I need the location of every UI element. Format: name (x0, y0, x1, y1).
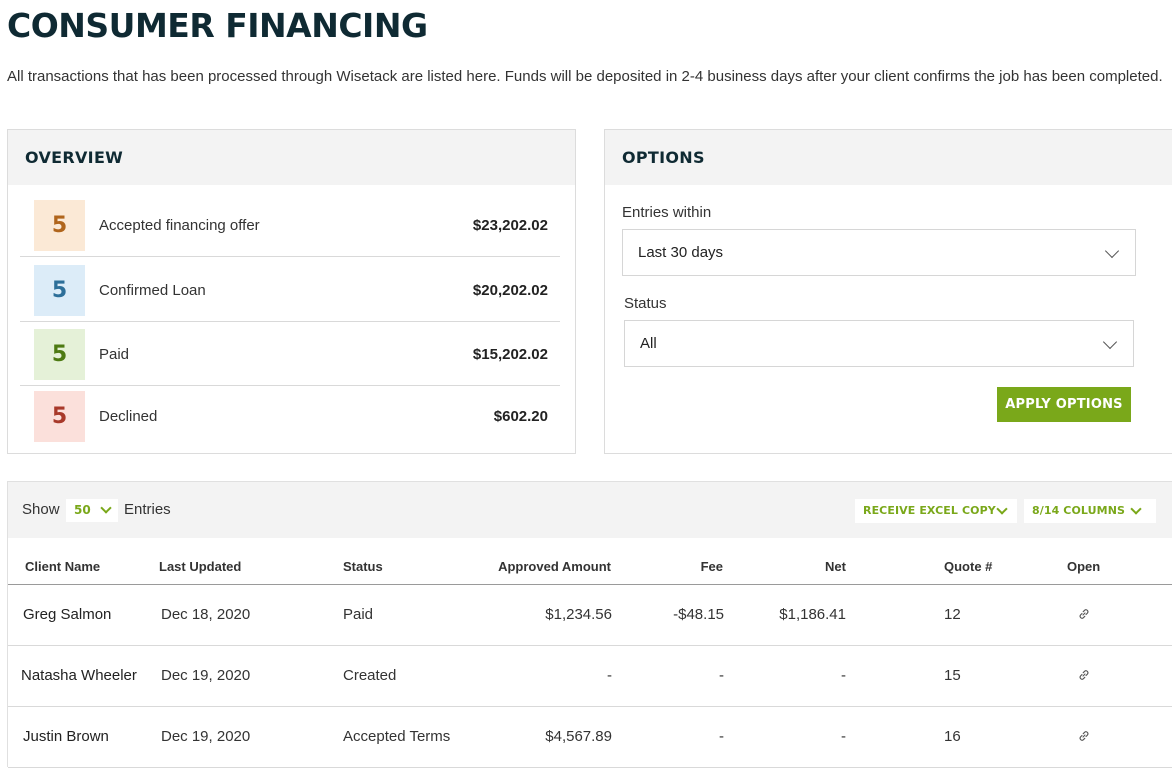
header-client-name[interactable]: Client Name (25, 559, 101, 574)
cell-last-updated: Dec 19, 2020 (161, 728, 251, 745)
overview-row-declined: 5 Declined $602.20 (20, 386, 560, 448)
chevron-down-icon (1102, 334, 1118, 350)
options-title: OPTIONS (605, 130, 1172, 185)
entries-within-label: Entries within (622, 204, 712, 221)
cell-client-name: Greg Salmon (23, 606, 112, 623)
cell-net: $1,186.41 (779, 606, 846, 623)
count-badge: 5 (34, 265, 85, 316)
overview-label: Paid (99, 346, 130, 363)
cell-net: - (841, 728, 846, 745)
cell-quote-number: 12 (944, 606, 961, 623)
link-icon[interactable] (1077, 668, 1091, 682)
apply-options-button[interactable]: APPLY OPTIONS (997, 387, 1131, 422)
cell-approved-amount: $1,234.56 (545, 606, 612, 623)
cell-approved-amount: $4,567.89 (545, 728, 612, 745)
table-row[interactable]: Natasha Wheeler Dec 19, 2020 Created - -… (8, 646, 1172, 707)
overview-amount: $23,202.02 (472, 217, 548, 234)
entries-within-select[interactable]: Last 30 days (622, 229, 1136, 276)
cell-fee: - (719, 728, 724, 745)
cell-approved-amount: - (607, 667, 612, 684)
cell-client-name: Justin Brown (23, 728, 109, 745)
entries-count-value: 50 (74, 503, 91, 517)
overview-label: Confirmed Loan (99, 282, 206, 299)
overview-row-confirmed: 5 Confirmed Loan $20,202.02 (20, 260, 560, 322)
cell-net: - (841, 667, 846, 684)
cell-last-updated: Dec 19, 2020 (161, 667, 251, 684)
excel-copy-label: RECEIVE EXCEL COPY (863, 504, 996, 517)
cell-status: Paid (343, 606, 374, 623)
overview-label: Declined (99, 408, 158, 425)
chevron-down-icon (996, 503, 1008, 515)
status-select[interactable]: All (624, 320, 1134, 367)
show-label: Show (22, 501, 60, 518)
transactions-table-panel: Show 50 Entries RECEIVE EXCEL COPY 8/14 … (7, 481, 1172, 768)
header-net[interactable]: Net (825, 559, 846, 574)
page-description: All transactions that has been processed… (7, 68, 1163, 85)
table-row[interactable]: Justin Brown Dec 19, 2020 Accepted Terms… (8, 707, 1172, 768)
cell-quote-number: 16 (944, 728, 961, 745)
overview-label: Accepted financing offer (99, 217, 260, 234)
cell-fee: - (719, 667, 724, 684)
cell-last-updated: Dec 18, 2020 (161, 606, 251, 623)
entries-within-value: Last 30 days (638, 244, 724, 261)
cell-fee: -$48.15 (673, 606, 724, 623)
cell-status: Created (343, 667, 397, 684)
chevron-down-icon (1104, 243, 1120, 259)
excel-copy-button[interactable]: RECEIVE EXCEL COPY (855, 499, 1017, 523)
header-open: Open (1067, 559, 1101, 574)
page-title: CONSUMER FINANCING (7, 6, 428, 45)
overview-row-paid: 5 Paid $15,202.02 (20, 324, 560, 386)
table-header: Client Name Last Updated Status Approved… (8, 538, 1172, 585)
link-icon[interactable] (1077, 607, 1091, 621)
cell-client-name: Natasha Wheeler (21, 667, 137, 684)
header-quote-number[interactable]: Quote # (944, 559, 993, 574)
overview-amount: $15,202.02 (472, 346, 548, 363)
entries-label: Entries (124, 501, 171, 518)
overview-amount: $20,202.02 (472, 282, 548, 299)
header-fee[interactable]: Fee (700, 559, 723, 574)
header-approved-amount[interactable]: Approved Amount (498, 559, 611, 574)
entries-count-select[interactable]: 50 (66, 499, 118, 522)
columns-label: 8/14 COLUMNS (1032, 504, 1126, 517)
overview-title: OVERVIEW (8, 130, 575, 185)
options-panel: OPTIONS Entries within Last 30 days Stat… (604, 129, 1172, 454)
cell-status: Accepted Terms (343, 728, 451, 745)
chevron-down-icon (100, 502, 112, 514)
table-row[interactable]: Greg Salmon Dec 18, 2020 Paid $1,234.56 … (8, 585, 1172, 646)
table-toolbar: Show 50 Entries RECEIVE EXCEL COPY 8/14 … (8, 482, 1172, 538)
status-value: All (640, 335, 657, 352)
columns-button[interactable]: 8/14 COLUMNS (1024, 499, 1156, 523)
status-label: Status (624, 295, 667, 312)
overview-amount: $602.20 (493, 408, 548, 425)
link-icon[interactable] (1077, 729, 1091, 743)
count-badge: 5 (34, 329, 85, 380)
count-badge: 5 (34, 200, 85, 251)
header-status[interactable]: Status (343, 559, 383, 574)
overview-row-accepted: 5 Accepted financing offer $23,202.02 (20, 195, 560, 257)
cell-quote-number: 15 (944, 667, 961, 684)
overview-panel: OVERVIEW 5 Accepted financing offer $23,… (7, 129, 576, 454)
count-badge: 5 (34, 391, 85, 442)
header-last-updated[interactable]: Last Updated (159, 559, 242, 574)
chevron-down-icon (1130, 503, 1142, 515)
